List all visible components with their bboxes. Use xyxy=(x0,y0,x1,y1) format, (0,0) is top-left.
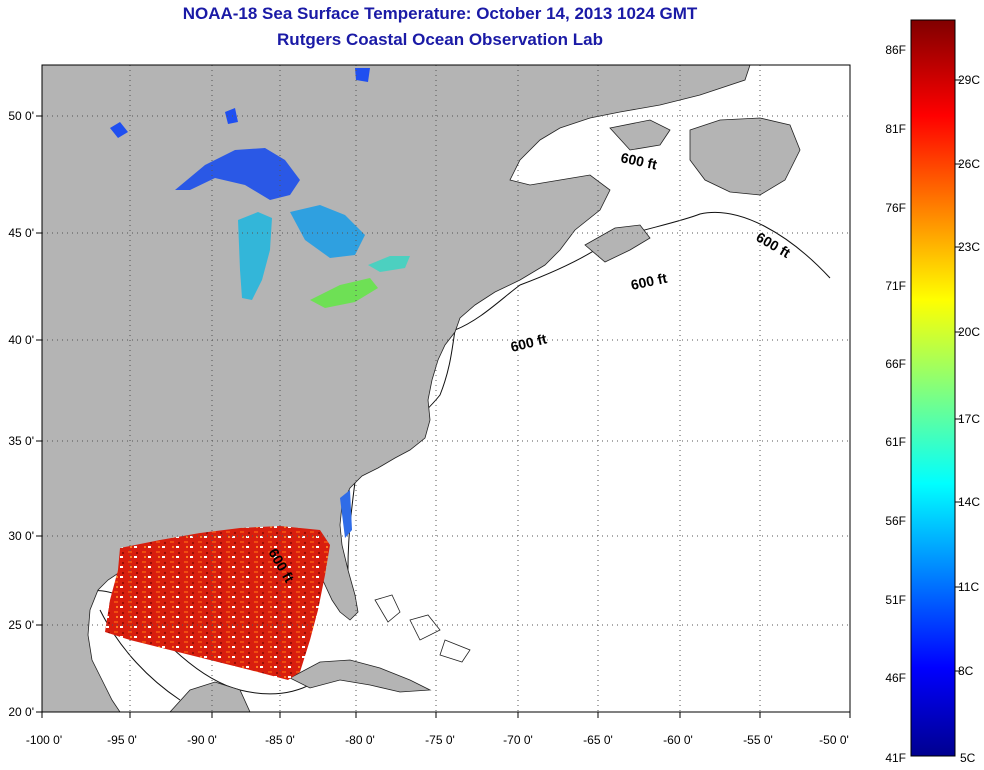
anticosti-island xyxy=(609,119,671,151)
colorbar-c-label: 5C xyxy=(960,751,976,765)
colorbar-c-labels: 29C 26C 23C 20C 17C 14C 11C 8C 5C xyxy=(958,73,980,765)
lake-erie xyxy=(310,278,378,308)
lon-tick-label: -75 0' xyxy=(425,733,455,747)
lon-tick-label: -65 0' xyxy=(583,733,613,747)
colorbar-f-label: 71F xyxy=(885,279,906,293)
colorbar-c-label: 20C xyxy=(958,325,980,339)
lon-tick-label: -90 0' xyxy=(187,733,217,747)
colorbar-f-label: 51F xyxy=(885,593,906,607)
lake-ontario xyxy=(368,256,410,272)
colorbar-f-label: 56F xyxy=(885,514,906,528)
lat-tick-label: 30 0' xyxy=(8,529,34,543)
map-title: NOAA-18 Sea Surface Temperature: October… xyxy=(182,4,698,23)
lake-michigan xyxy=(238,212,272,300)
colorbar-c-label: 14C xyxy=(958,495,980,509)
map-border xyxy=(41,64,851,713)
lon-tick-label: -100 0' xyxy=(26,733,62,747)
colorbar-f-label: 86F xyxy=(885,43,906,57)
longitude-labels: -100 0' -95 0' -90 0' -85 0' -80 0' -75 … xyxy=(26,733,849,747)
nova-scotia xyxy=(584,224,651,263)
axis-ticks xyxy=(36,115,851,718)
map-subtitle: Rutgers Coastal Ocean Observation Lab xyxy=(277,30,603,49)
lon-tick-label: -80 0' xyxy=(345,733,375,747)
lon-tick-label: -70 0' xyxy=(503,733,533,747)
colorbar-c-label: 11C xyxy=(958,580,979,594)
lon-tick-label: -95 0' xyxy=(107,733,137,747)
colorbar xyxy=(910,19,956,757)
colorbar-f-label: 76F xyxy=(885,201,906,215)
newfoundland xyxy=(689,117,801,196)
lat-tick-label: 25 0' xyxy=(8,618,34,632)
colorbar-f-label: 46F xyxy=(885,671,906,685)
colorbar-f-labels: 86F 81F 76F 71F 66F 61F 56F 51F 46F 41F xyxy=(885,43,906,765)
colorbar-f-label: 81F xyxy=(885,122,906,136)
cuba xyxy=(289,659,432,693)
lake-superior xyxy=(175,148,300,200)
lon-tick-label: -55 0' xyxy=(743,733,773,747)
lat-tick-label: 35 0' xyxy=(8,434,34,448)
lat-tick-label: 40 0' xyxy=(8,333,34,347)
colorbar-c-label: 17C xyxy=(958,412,980,426)
lon-tick-label: -60 0' xyxy=(663,733,693,747)
lat-tick-label: 50 0' xyxy=(8,109,34,123)
colorbar-ticks xyxy=(955,79,961,672)
lon-tick-label: -50 0' xyxy=(819,733,849,747)
lon-tick-label: -85 0' xyxy=(265,733,295,747)
lake-huron xyxy=(290,205,365,258)
isobath-label: 600 ft xyxy=(619,149,658,172)
colorbar-f-label: 61F xyxy=(885,435,906,449)
florida-coast-sst xyxy=(340,490,352,538)
lat-tick-label: 20 0' xyxy=(8,705,34,719)
latitude-labels: 50 0' 45 0' 40 0' 35 0' 30 0' 25 0' 20 0… xyxy=(8,109,34,719)
bahamas xyxy=(374,594,471,663)
colorbar-c-label: 8C xyxy=(958,664,974,678)
gulf-sst-swath xyxy=(105,526,330,680)
yucatan xyxy=(169,681,251,712)
colorbar-c-label: 26C xyxy=(958,157,980,171)
colorbar-f-label: 66F xyxy=(885,357,906,371)
colorbar-f-label: 41F xyxy=(885,751,906,765)
isobath-label: 600 ft xyxy=(629,270,668,293)
colorbar-c-label: 29C xyxy=(958,73,980,87)
lat-tick-label: 45 0' xyxy=(8,226,34,240)
colorbar-c-label: 23C xyxy=(958,240,980,254)
